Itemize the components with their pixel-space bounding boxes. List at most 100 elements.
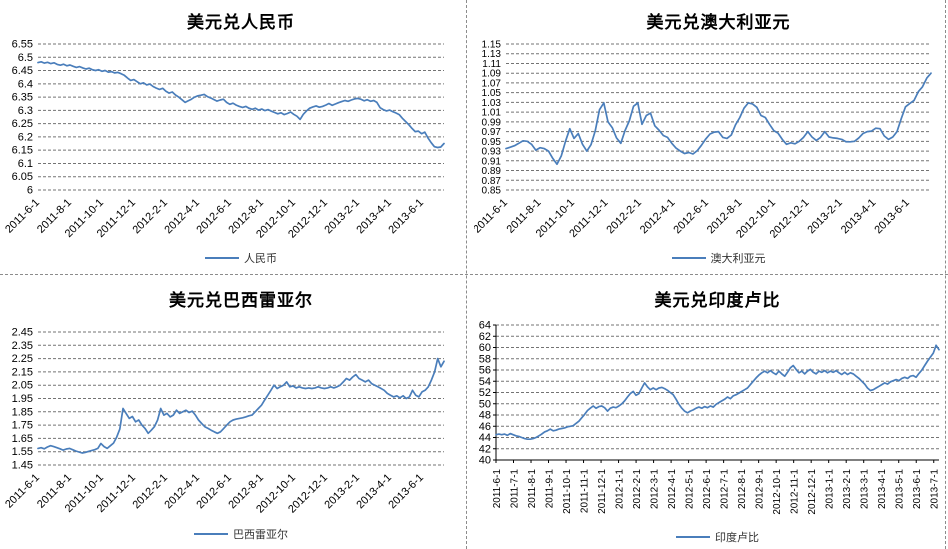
y-axis-tick-label: 1.03	[482, 98, 502, 109]
y-axis-tick-label: 1.15	[482, 40, 502, 51]
x-axis-tick-label: 2012-2-1	[604, 197, 644, 237]
y-axis-tick-label: 0.87	[482, 176, 502, 187]
x-axis-tick-label: 2012-4-1	[667, 469, 678, 509]
x-axis-tick-label: 2013-1-1	[825, 469, 836, 509]
y-axis-tick-label: 2.45	[12, 327, 33, 339]
y-axis-tick-label: 1.45	[12, 460, 33, 472]
y-axis-tick-label: 6.2	[18, 131, 33, 143]
x-axis-tick-label: 2011-10-1	[562, 469, 573, 514]
x-axis-tick-label: 2012-6-1	[671, 197, 711, 237]
plot-area: 1.151.131.111.091.071.051.031.010.990.97…	[474, 40, 932, 241]
y-axis-tick-label: 6.35	[12, 92, 33, 104]
x-axis-tick-label: 2012-10-1	[772, 469, 783, 515]
x-axis-tick-label: 2012-6-1	[702, 469, 713, 509]
y-axis-tick-label: 40	[479, 455, 491, 467]
chart-usd-aud: 美元兑澳大利亚元 1.15 1.13 1.11 1.09 1.07 1.05 1.03 1.0…	[474, 0, 948, 274]
y-axis-tick-label: 2.25	[12, 353, 33, 365]
legend-line-marker	[205, 257, 239, 259]
x-axis-tick-label: 2013-2-1	[842, 469, 853, 509]
y-axis-tick-label: 1.01	[482, 108, 502, 119]
y-axis-tick-label: 62	[479, 331, 491, 343]
y-axis-tick-label: 6.05	[12, 171, 33, 183]
y-axis-tick-label: 56	[479, 365, 491, 377]
x-axis-tick-label: 2013-3-1	[860, 469, 871, 509]
legend-label: 人民币	[244, 253, 277, 265]
x-axis-tick-label: 2012-2-1	[632, 469, 643, 509]
x-axis-tick-label: 2012-9-1	[755, 469, 766, 509]
x-axis-tick-label: 2013-7-1	[930, 469, 941, 509]
y-axis-tick-label: 1.55	[12, 446, 33, 458]
y-axis-tick-label: 6.1	[18, 158, 33, 170]
legend: 巴西雷亚尔	[38, 526, 444, 542]
x-axis-tick-label: 2012-7-1	[720, 469, 731, 509]
legend-label: 印度卢比	[715, 532, 759, 544]
x-axis-tick-label: 2012-12-1	[807, 469, 818, 515]
x-axis-tick-label: 2012-11-1	[790, 469, 801, 514]
x-axis-tick-label: 2013-6-1	[386, 197, 426, 237]
y-axis-tick-label: 52	[479, 387, 491, 399]
plot-area: 6.556.56.456.4 6.356.36.256.2 6.156.16.05 6…	[3, 39, 445, 241]
y-axis-tick-label: 1.85	[12, 406, 33, 418]
series-line	[495, 344, 940, 441]
plot-area: 2.452.352.252.15 2.051.951.85 1.751.651.55…	[3, 327, 445, 516]
y-axis-tick-label: 6.3	[18, 105, 33, 117]
y-axis-tick-label: 6.4	[18, 78, 33, 90]
y-axis-tick-label: 2.05	[12, 380, 33, 392]
y-axis-tick-label: 0.93	[482, 147, 502, 158]
legend: 印度卢比	[496, 529, 939, 545]
y-axis-tick-label: 60	[479, 342, 491, 354]
y-axis-tick-label: 54	[479, 376, 491, 388]
chart-title: 美元兑巴西雷亚尔	[169, 291, 313, 310]
x-axis-tick-label: 2011-6-1	[474, 197, 510, 236]
x-axis-tick-label: 2011-12-1	[597, 469, 608, 514]
y-axis-tick-label: 44	[479, 432, 491, 444]
chart-usd-cny: 美元兑人民币 6.55 6.5 6.45 6.4 6.35 6.3 6.25 6.2 6.15 6…	[0, 0, 474, 274]
y-axis-tick-label: 1.75	[12, 420, 33, 432]
y-axis-tick-label: 2.35	[12, 340, 33, 352]
y-axis-tick-label: 1.07	[482, 78, 502, 89]
x-axis-tick-label: 2013-4-1	[839, 197, 879, 237]
x-axis-tick-label: 2012-5-1	[685, 469, 696, 509]
x-axis-tick-label: 2011-7-1	[510, 469, 521, 509]
chart-usd-inr: 美元兑印度卢比 64 62 60 58 56 54 52 50 48 46 44 42 40 2011-6…	[474, 274, 948, 549]
legend-line-marker	[671, 257, 706, 259]
y-axis-tick-label: 1.05	[482, 88, 502, 99]
y-axis-tick-label: 6.45	[12, 65, 33, 77]
series-line	[37, 60, 445, 149]
y-axis-tick-label: 2.15	[12, 366, 33, 378]
y-axis-tick-label: 0.89	[482, 166, 502, 177]
y-axis-tick-label: 1.09	[482, 69, 502, 80]
legend-label: 澳大利亚元	[710, 253, 766, 265]
x-axis-tick-label: 2012-8-1	[737, 469, 748, 509]
y-axis-tick-label: 0.85	[482, 186, 502, 197]
x-axis-tick-label: 2013-4-1	[877, 469, 888, 509]
y-axis-tick-label: 48	[479, 410, 491, 422]
x-axis-tick-label: 2012-4-1	[638, 197, 678, 237]
y-axis-tick-label: 0.91	[482, 156, 502, 167]
y-axis-tick-label: 64	[479, 320, 491, 332]
x-axis-tick-label: 2013-2-1	[805, 197, 845, 237]
y-axis-tick-label: 6.55	[12, 39, 33, 51]
y-axis-tick-label: 0.95	[482, 137, 502, 148]
x-axis-tick-label: 2013-6-1	[386, 472, 426, 512]
legend-label: 巴西雷亚尔	[233, 529, 288, 541]
x-axis-tick-label: 2012-3-1	[650, 469, 661, 509]
x-axis-tick-label: 2011-6-1	[3, 197, 42, 236]
y-axis-tick-label: 6	[27, 185, 33, 197]
legend: 人民币	[38, 250, 444, 266]
x-axis-tick-label: 2011-6-1	[3, 472, 42, 511]
x-axis-tick-label: 2011-11-1	[580, 469, 591, 514]
series-line	[37, 357, 445, 454]
legend-line-marker	[676, 536, 710, 538]
x-axis-tick-label: 2011-9-1	[545, 469, 556, 509]
legend: 澳大利亚元	[506, 250, 931, 266]
y-axis-tick-label: 1.65	[12, 433, 33, 445]
x-axis-tick-label: 2011-8-1	[527, 469, 538, 509]
y-axis-tick-label: 1.11	[482, 59, 501, 70]
x-axis-tick-label: 2013-5-1	[895, 469, 906, 509]
legend-line-marker	[194, 533, 228, 535]
y-axis-tick-label: 6.15	[12, 145, 33, 157]
y-axis-tick-label: 6.25	[12, 118, 33, 130]
